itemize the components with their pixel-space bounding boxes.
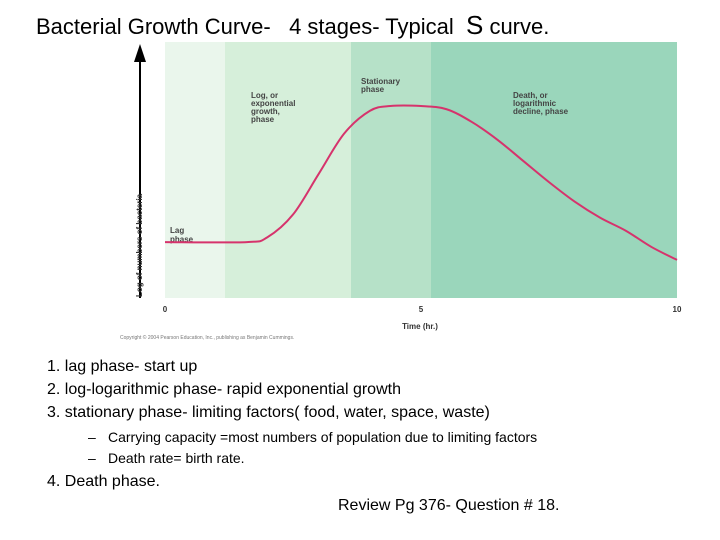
lag-phase-band bbox=[165, 42, 225, 298]
title-end: curve. bbox=[483, 14, 550, 39]
note-log-phase: 2. log-logarithmic phase- rapid exponent… bbox=[47, 381, 401, 398]
review-reference: Review Pg 376- Question # 18. bbox=[338, 497, 560, 514]
lag-label-line: phase bbox=[170, 235, 194, 244]
growth-curve-diagram: Lag phase Log, or exponential growth, ph… bbox=[120, 42, 682, 341]
x-tick-label: 10 bbox=[673, 305, 682, 314]
dash-bullet: – bbox=[88, 429, 96, 445]
carrying-capacity-text: Carrying capacity =most numbers of popul… bbox=[108, 429, 538, 445]
x-axis-ticks: 0 5 10 bbox=[163, 305, 682, 314]
death-label-line: decline, phase bbox=[513, 107, 569, 116]
death-label-line: logarithmic bbox=[513, 99, 557, 108]
log-label-line: phase bbox=[251, 115, 275, 124]
y-axis-arrow-icon bbox=[134, 44, 146, 62]
death-phase-band bbox=[431, 42, 677, 298]
log-label-line: growth, bbox=[251, 107, 280, 116]
stationary-label-line: phase bbox=[361, 85, 385, 94]
stationary-phase-label: Stationary phase bbox=[361, 77, 402, 94]
x-tick-label: 5 bbox=[419, 305, 424, 314]
note-lag-phase: 1. lag phase- start up bbox=[47, 358, 198, 375]
note-death-rate: – Death rate= birth rate. bbox=[88, 450, 245, 466]
log-label-line: exponential bbox=[251, 99, 295, 108]
death-phase-label: Death, or logarithmic decline, phase bbox=[513, 91, 569, 116]
lag-phase-label: Lag phase bbox=[170, 226, 194, 244]
note-carrying-capacity: – Carrying capacity =most numbers of popu… bbox=[88, 429, 537, 445]
log-label-line: Log, or bbox=[251, 91, 278, 100]
log-phase-label: Log, or exponential growth, phase bbox=[251, 91, 298, 124]
log-phase-band bbox=[225, 42, 351, 298]
stationary-phase-band bbox=[351, 42, 431, 298]
title-main: Bacterial Growth Curve- 4 stages- Typica… bbox=[36, 14, 466, 39]
title-s: S bbox=[465, 10, 484, 40]
lag-label-line: Lag bbox=[170, 226, 184, 235]
x-tick-label: 0 bbox=[163, 305, 168, 314]
dash-bullet: – bbox=[88, 450, 96, 466]
note-stationary-phase: 3. stationary phase- limiting factors( f… bbox=[47, 404, 490, 421]
death-label-line: Death, or bbox=[513, 91, 548, 100]
stationary-label-line: Stationary bbox=[361, 77, 401, 86]
x-axis-label: Time (hr.) bbox=[402, 322, 438, 331]
note-death-phase: 4. Death phase. bbox=[47, 473, 160, 490]
growth-curve-line bbox=[164, 104, 678, 261]
copyright-text: Copyright © 2004 Pearson Education, Inc.… bbox=[120, 334, 294, 341]
slide-title: Bacterial Growth Curve- 4 stages- Typica… bbox=[36, 10, 549, 41]
death-rate-text: Death rate= birth rate. bbox=[108, 450, 245, 466]
y-axis-label: Log of numbers of bacteria bbox=[135, 193, 144, 297]
